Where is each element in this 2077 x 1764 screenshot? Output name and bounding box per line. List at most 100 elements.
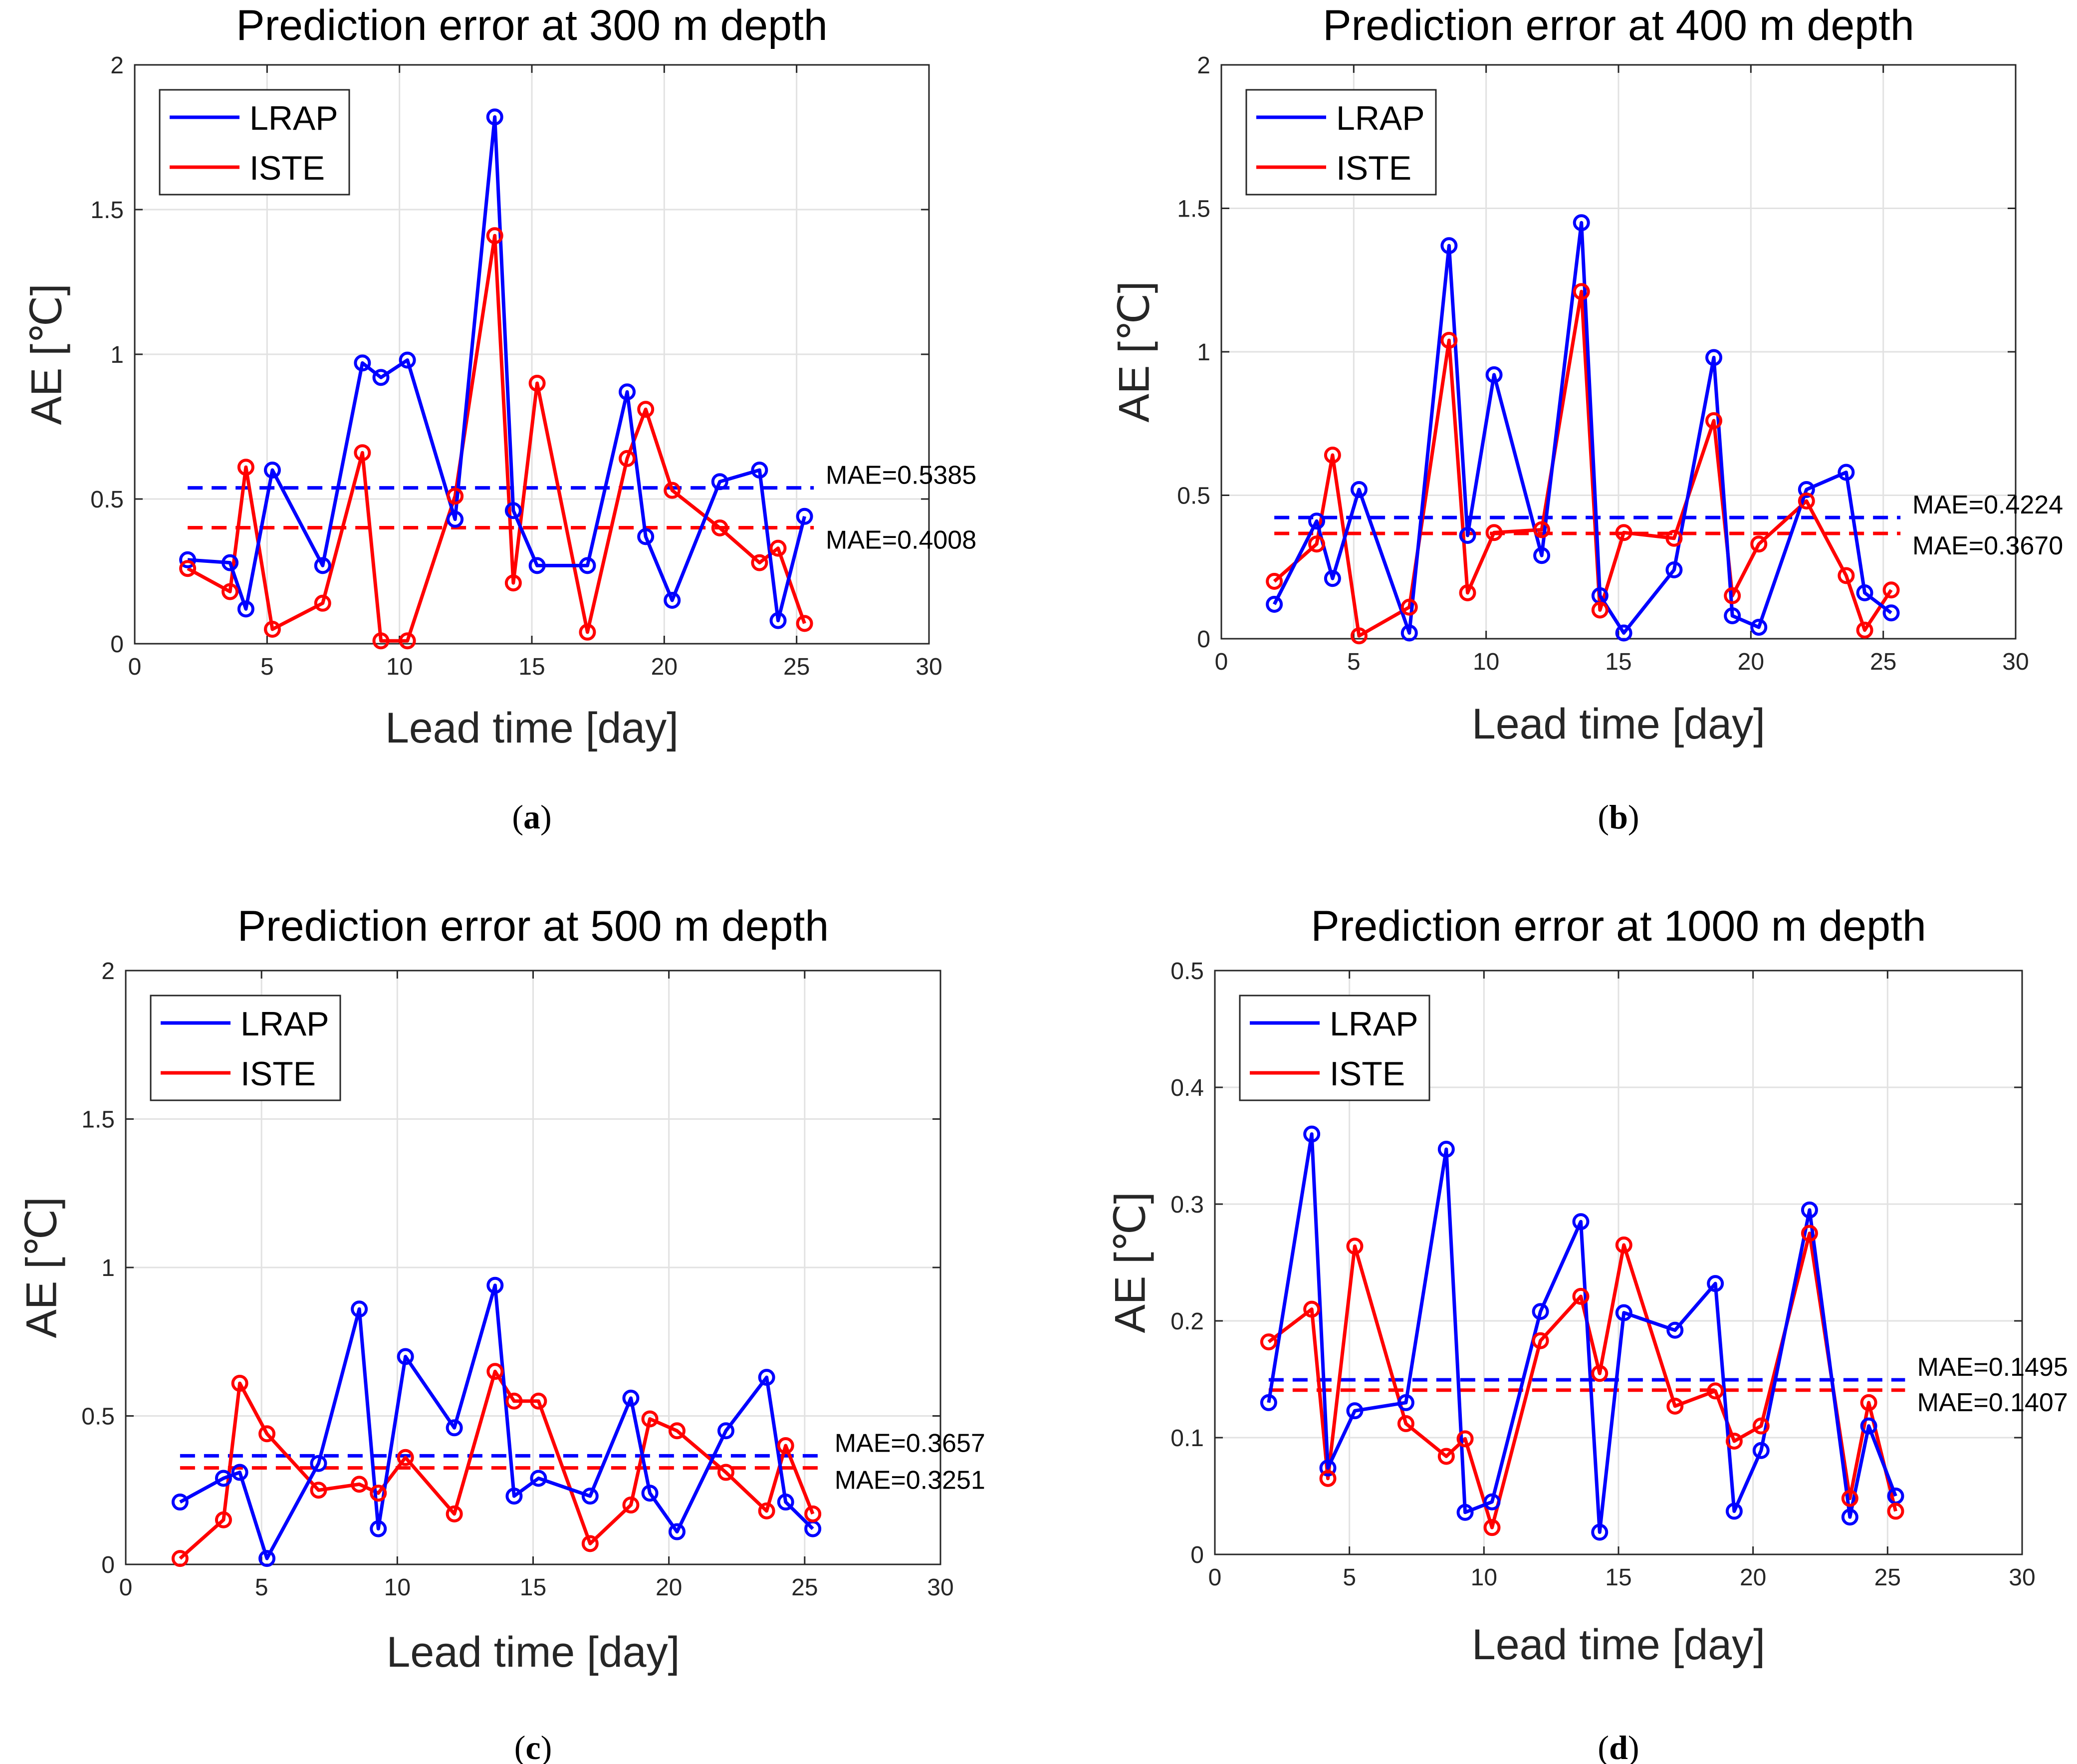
- y-tick-label: 0: [1190, 1542, 1204, 1568]
- data-point-lrap: [354, 354, 371, 372]
- x-tick-label: 30: [927, 1574, 953, 1601]
- data-point-iste: [263, 621, 281, 638]
- data-point-lrap: [486, 1276, 504, 1294]
- data-point-lrap: [717, 1422, 734, 1440]
- x-tick-label: 0: [119, 1574, 133, 1601]
- data-point-iste: [1591, 1365, 1609, 1382]
- y-axis-label: AE [℃]: [1111, 281, 1158, 423]
- data-point-lrap: [1400, 624, 1418, 642]
- data-point-iste: [397, 1449, 414, 1466]
- data-point-iste: [1724, 587, 1741, 604]
- data-point-lrap: [1856, 584, 1873, 601]
- data-point-lrap: [1752, 1442, 1770, 1459]
- data-point-iste: [530, 1392, 547, 1410]
- data-point-lrap: [1324, 570, 1341, 587]
- legend-label-iste: ISTE: [1336, 149, 1411, 187]
- data-point-iste: [1308, 535, 1326, 553]
- caption-part: c: [525, 1729, 540, 1764]
- data-point-lrap: [1860, 1417, 1877, 1435]
- data-point-iste: [446, 1505, 463, 1522]
- data-point-iste: [1666, 1397, 1684, 1415]
- data-point-lrap: [446, 1419, 463, 1437]
- data-point-lrap: [1397, 1394, 1414, 1411]
- mae-label-lrap: MAE=0.4224: [1912, 491, 2063, 519]
- data-point-lrap: [1841, 1509, 1858, 1526]
- data-point-lrap: [1705, 349, 1723, 366]
- data-point-lrap: [579, 557, 596, 574]
- x-tick-label: 25: [791, 1574, 818, 1601]
- data-point-iste: [1303, 1300, 1321, 1318]
- data-point-lrap: [1319, 1459, 1337, 1477]
- legend-label-lrap: LRAP: [1330, 1005, 1418, 1043]
- data-point-iste: [1533, 521, 1551, 538]
- data-point-iste: [222, 583, 239, 600]
- data-point-iste: [769, 539, 787, 557]
- caption-part: ): [1628, 1729, 1639, 1764]
- data-point-lrap: [258, 1550, 276, 1567]
- data-point-lrap: [1456, 1504, 1474, 1521]
- data-point-iste: [505, 1392, 523, 1410]
- y-tick-label: 0: [101, 1552, 115, 1578]
- data-point-lrap: [397, 1348, 414, 1365]
- data-point-iste: [1798, 493, 1815, 509]
- x-tick-label: 30: [2002, 649, 2029, 675]
- x-tick-label: 25: [783, 654, 810, 680]
- data-point-lrap: [505, 1488, 523, 1505]
- data-point-iste: [1485, 524, 1503, 541]
- data-point-iste: [1397, 1415, 1414, 1432]
- data-point-lrap: [171, 1494, 189, 1511]
- x-axis-label: Lead time [day]: [1472, 1621, 1765, 1669]
- data-point-lrap: [1801, 1201, 1818, 1219]
- data-point-iste: [486, 227, 503, 245]
- y-tick-label: 0.5: [90, 487, 124, 513]
- data-point-iste: [1400, 598, 1418, 616]
- data-point-lrap: [1591, 1523, 1609, 1541]
- data-point-iste: [237, 459, 254, 476]
- x-tick-label: 10: [1471, 1564, 1497, 1591]
- data-point-iste: [751, 554, 768, 571]
- data-point-iste: [1573, 283, 1590, 300]
- series-line-iste: [187, 234, 806, 643]
- y-tick-label: 2: [1197, 52, 1210, 79]
- data-point-lrap: [1485, 366, 1503, 383]
- legend-box: [1239, 995, 1430, 1101]
- panel-caption: (d): [1598, 1729, 1639, 1764]
- data-point-iste: [1615, 524, 1632, 541]
- data-point-iste: [777, 1437, 794, 1454]
- data-point-lrap: [179, 551, 197, 568]
- data-point-lrap: [1882, 604, 1900, 622]
- data-point-iste: [1459, 584, 1476, 601]
- data-point-lrap: [351, 1300, 368, 1318]
- data-point-iste: [1437, 1448, 1455, 1465]
- caption-part: ): [541, 1729, 552, 1764]
- data-point-lrap: [1666, 1321, 1684, 1339]
- chart-title: Prediction error at 400 m depth: [1323, 1, 1914, 49]
- data-point-iste: [641, 1410, 659, 1428]
- data-point-lrap: [1532, 1303, 1549, 1320]
- data-point-iste: [1841, 1490, 1858, 1507]
- x-axis-label: Lead time [day]: [1472, 700, 1765, 748]
- data-point-iste: [1572, 1287, 1590, 1305]
- caption-part: a: [523, 798, 540, 836]
- mae-label-lrap: MAE=0.1495: [1917, 1353, 2068, 1382]
- y-tick-label: 1: [1197, 339, 1210, 366]
- x-tick-label: 15: [1605, 649, 1631, 675]
- data-point-lrap: [668, 1523, 686, 1540]
- y-tick-label: 1.5: [90, 197, 124, 224]
- data-point-lrap: [1437, 1141, 1455, 1158]
- series-line-lrap: [1267, 1132, 1897, 1534]
- data-point-iste: [372, 632, 390, 650]
- series-line-lrap: [187, 115, 806, 623]
- series-line-lrap: [1273, 221, 1892, 635]
- x-tick-label: 0: [1208, 1564, 1222, 1591]
- data-point-iste: [215, 1511, 232, 1528]
- caption-part: d: [1609, 1729, 1628, 1764]
- data-point-iste: [1346, 1238, 1364, 1255]
- data-point-lrap: [486, 108, 503, 126]
- data-point-lrap: [1483, 1493, 1501, 1511]
- y-tick-label: 0: [1197, 626, 1210, 653]
- data-point-lrap: [1266, 596, 1283, 613]
- data-point-iste: [668, 1422, 686, 1440]
- y-tick-label: 2: [101, 958, 115, 985]
- x-tick-label: 20: [656, 1574, 682, 1601]
